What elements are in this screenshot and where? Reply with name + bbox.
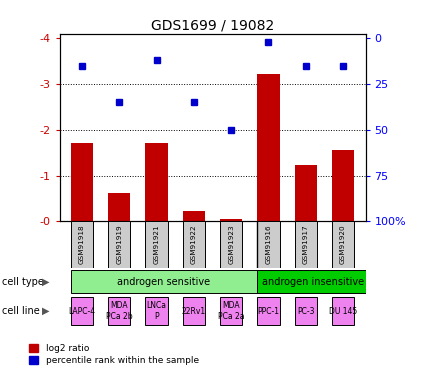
Text: cell line: cell line (2, 306, 40, 316)
Text: androgen insensitive: androgen insensitive (262, 277, 364, 286)
FancyBboxPatch shape (183, 221, 205, 268)
Text: GSM91922: GSM91922 (191, 225, 197, 264)
Text: LAPC-4: LAPC-4 (68, 307, 96, 316)
FancyBboxPatch shape (257, 221, 280, 268)
Text: GSM91921: GSM91921 (153, 225, 159, 264)
FancyBboxPatch shape (108, 297, 130, 326)
FancyBboxPatch shape (71, 270, 257, 293)
Bar (295, 165, 317, 221)
FancyBboxPatch shape (220, 297, 242, 326)
Text: androgen sensitive: androgen sensitive (117, 277, 210, 286)
FancyBboxPatch shape (220, 221, 242, 268)
Text: 22Rv1: 22Rv1 (182, 307, 206, 316)
Bar (183, 211, 205, 221)
Text: MDA
PCa 2a: MDA PCa 2a (218, 302, 244, 321)
Text: GSM91916: GSM91916 (266, 225, 272, 264)
Text: cell type: cell type (2, 277, 44, 287)
Text: GSM91917: GSM91917 (303, 225, 309, 264)
Bar (220, 219, 242, 221)
FancyBboxPatch shape (108, 221, 130, 268)
Text: GSM91918: GSM91918 (79, 225, 85, 264)
Text: MDA
PCa 2b: MDA PCa 2b (106, 302, 133, 321)
FancyBboxPatch shape (332, 221, 354, 268)
Text: LNCa
P: LNCa P (147, 302, 167, 321)
Text: GSM91920: GSM91920 (340, 225, 346, 264)
Text: GSM91919: GSM91919 (116, 225, 122, 264)
Legend: log2 ratio, percentile rank within the sample: log2 ratio, percentile rank within the s… (26, 340, 202, 369)
Text: PPC-1: PPC-1 (258, 307, 280, 316)
FancyBboxPatch shape (257, 270, 369, 293)
FancyBboxPatch shape (71, 221, 93, 268)
FancyBboxPatch shape (332, 297, 354, 326)
Text: ▶: ▶ (42, 306, 49, 316)
FancyBboxPatch shape (295, 297, 317, 326)
FancyBboxPatch shape (145, 297, 168, 326)
Bar (332, 150, 354, 221)
Bar (145, 142, 168, 221)
Bar (257, 74, 280, 221)
Text: GSM91923: GSM91923 (228, 225, 234, 264)
FancyBboxPatch shape (71, 297, 93, 326)
Text: DU 145: DU 145 (329, 307, 357, 316)
FancyBboxPatch shape (295, 221, 317, 268)
FancyBboxPatch shape (183, 297, 205, 326)
Bar (71, 142, 93, 221)
FancyBboxPatch shape (257, 297, 280, 326)
Text: ▶: ▶ (42, 277, 49, 287)
Title: GDS1699 / 19082: GDS1699 / 19082 (151, 19, 274, 33)
Text: PC-3: PC-3 (297, 307, 314, 316)
FancyBboxPatch shape (145, 221, 168, 268)
Bar (108, 193, 130, 221)
